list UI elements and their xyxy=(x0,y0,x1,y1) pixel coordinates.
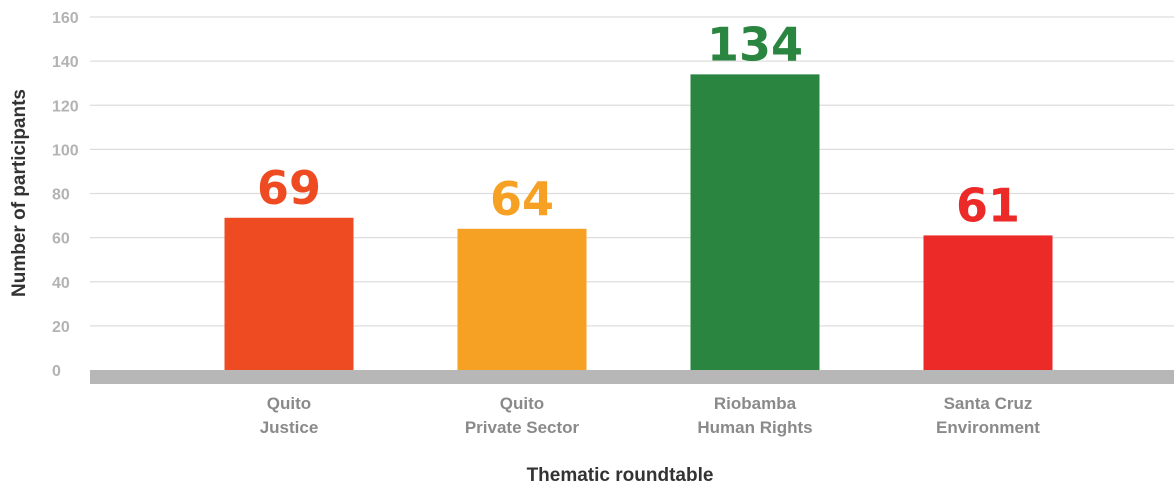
y-tick-label: 40 xyxy=(52,275,70,292)
y-axis-ticks: 0 20 40 60 80 100 120 140 160 xyxy=(52,10,79,380)
y-axis-title: Number of participants xyxy=(9,89,30,297)
x-tick-label: Quito xyxy=(267,394,311,413)
bar-value-label: 61 xyxy=(956,178,1020,232)
y-tick-label: 140 xyxy=(52,54,79,71)
y-tick-label: 160 xyxy=(52,10,79,27)
bars xyxy=(224,74,1053,371)
x-tick-label: Human Rights xyxy=(697,418,812,437)
y-tick-label: 80 xyxy=(52,187,70,204)
x-tick-label: Santa Cruz xyxy=(944,394,1033,413)
y-tick-label: 100 xyxy=(52,142,79,159)
y-tick-label: 120 xyxy=(52,98,79,115)
bar xyxy=(224,217,354,370)
x-tick-label: Justice xyxy=(260,418,319,437)
bar-value-label: 64 xyxy=(490,172,554,226)
bar xyxy=(690,74,820,371)
y-tick-label: 20 xyxy=(52,319,70,336)
x-tick-label: Environment xyxy=(936,418,1040,437)
bar-value-label: 69 xyxy=(257,161,321,215)
bar-value-label: 134 xyxy=(707,17,803,71)
bar xyxy=(457,228,587,370)
x-tick-label: Riobamba xyxy=(714,394,797,413)
value-labels: 69 64 134 61 xyxy=(257,17,1020,232)
y-tick-label: 0 xyxy=(52,363,61,380)
x-tick-label: Private Sector xyxy=(465,418,580,437)
x-axis-category-labels: Quito Justice Quito Private Sector Riobamba H… xyxy=(260,394,1041,437)
x-axis-title: Thematic roundtable xyxy=(527,465,714,486)
x-tick-label: Quito xyxy=(500,394,544,413)
x-axis-baseline xyxy=(90,370,1174,384)
bar xyxy=(923,235,1053,370)
y-tick-label: 60 xyxy=(52,231,70,248)
